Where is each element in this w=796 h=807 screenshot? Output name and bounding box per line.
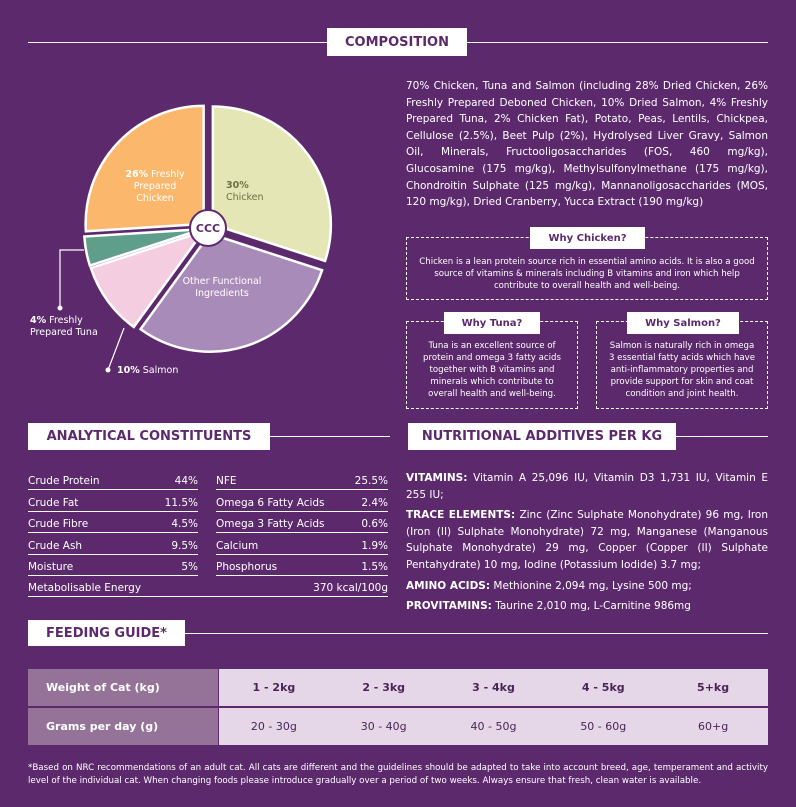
why-title: Why Salmon? — [627, 312, 739, 334]
constituent-value: 9.5% — [171, 539, 198, 552]
constituent-value: 5% — [181, 561, 198, 573]
constituent-name: Moisture — [28, 561, 74, 573]
why-title: Why Chicken? — [530, 227, 645, 249]
slice-percent: 30% — [226, 180, 249, 191]
constituent-name: Crude Ash — [28, 539, 83, 552]
slice-percent: 4% — [30, 315, 47, 326]
constituent-name: Omega 3 Fatty Acids — [216, 518, 325, 530]
constituent-row: Calcium 1.9% — [216, 534, 388, 555]
slice-name: Chicken — [226, 192, 264, 203]
constituent-value: 25.5% — [354, 475, 388, 487]
constituent-value: 370 kcal/100g — [313, 582, 388, 594]
additive-label: AMINO ACIDS: — [406, 579, 491, 592]
additive-label: VITAMINS: — [406, 472, 468, 484]
section-heading: ANALYTICAL CONSTITUENTS — [28, 423, 270, 450]
additive-text: Taurine 2,010 mg, L-Carnitine 986mg — [495, 600, 691, 613]
additives-list: VITAMINS: Vitamin A 25,096 IU, Vitamin D… — [406, 470, 768, 619]
pie-chart: CCC — [57, 104, 333, 373]
constituent-row: Moisture 5% — [28, 555, 198, 576]
constituent-row: Metabolisable Energy 370 kcal/100g — [28, 576, 388, 597]
constituent-value: 4.5% — [171, 518, 198, 530]
slice-name: Freshly Prepared Chicken — [133, 169, 185, 204]
slice-label: 10% Salmon — [117, 365, 207, 377]
pie-center — [189, 209, 227, 247]
constituent-value: 2.4% — [361, 496, 388, 509]
additive-item: AMINO ACIDS: Methionine 2,094 mg, Lysine… — [406, 578, 768, 595]
slice-label: Other Functional Ingredients — [182, 276, 262, 300]
table-cell: 40 - 50g — [438, 708, 549, 745]
constituent-name: Phosphorus — [216, 561, 278, 573]
constituent-name: Calcium — [216, 539, 259, 552]
why-box: Tuna is an excellent source of protein a… — [406, 321, 578, 409]
why-title: Why Tuna? — [444, 312, 540, 334]
constituent-row: Crude Fat 11.5% — [28, 491, 198, 512]
table-cell: 5+kg — [658, 669, 768, 706]
section-heading: NUTRITIONAL ADDITIVES PER KG — [408, 423, 676, 450]
additive-text: Vitamin A 25,096 IU, Vitamin D3 1,731 IU… — [406, 472, 769, 501]
constituent-value: 44% — [174, 475, 198, 487]
pie-slice — [211, 105, 333, 263]
additive-item: TRACE ELEMENTS: Zinc (Zinc Sulphate Mono… — [406, 507, 768, 573]
slice-label: 4% Freshly Prepared Tuna — [30, 315, 110, 339]
rule — [28, 633, 768, 634]
table-cell: 60+g — [658, 708, 768, 745]
footnote: *Based on NRC recommendations of an adul… — [28, 763, 768, 786]
leader-dot — [57, 305, 63, 311]
constituent-row: Crude Ash 9.5% — [28, 534, 198, 555]
additive-label: PROVITAMINS: — [406, 600, 492, 613]
additive-label: TRACE ELEMENTS: — [406, 509, 516, 522]
constituent-row: NFE 25.5% — [216, 469, 388, 490]
table-cell: 30 - 40g — [328, 708, 439, 745]
leader-line — [107, 327, 125, 371]
constituent-name: NFE — [216, 475, 237, 487]
constituent-value: 0.6% — [361, 518, 388, 530]
constituent-value: 11.5% — [164, 496, 198, 509]
slice-percent: 10% — [117, 365, 140, 376]
constituent-name: Omega 6 Fatty Acids — [216, 496, 325, 509]
constituent-row: Phosphorus 1.5% — [216, 555, 388, 576]
table-cell: 20 - 30g — [219, 708, 329, 745]
additive-item: PROVITAMINS: Taurine 2,010 mg, L-Carniti… — [406, 598, 768, 615]
table-cell: 1 - 2kg — [219, 669, 329, 706]
additive-text: Zinc (Zinc Sulphate Monohydrate) 96 mg, … — [406, 509, 769, 571]
composition-text: 70% Chicken, Tuna and Salmon (including … — [406, 80, 768, 209]
constituent-row: Omega 6 Fatty Acids 2.4% — [216, 491, 388, 512]
pie-slice — [84, 104, 205, 233]
constituent-name: Crude Fibre — [28, 518, 89, 530]
leader-line — [59, 249, 84, 308]
table-cell: 4 - 5kg — [548, 669, 659, 706]
leader-dot — [105, 367, 111, 373]
table-cell: Weight of Cat (kg) — [28, 669, 218, 706]
slice-percent: 26% — [125, 169, 149, 180]
table-cell: 3 - 4kg — [438, 669, 549, 706]
pie-slice — [83, 227, 203, 268]
table-cell: 50 - 60g — [548, 708, 659, 745]
constituent-row: Omega 3 Fatty Acids 0.6% — [216, 512, 388, 533]
pie-slice — [89, 229, 207, 329]
slice-label: 26% Freshly Prepared Chicken — [118, 169, 192, 205]
constituent-value: 1.9% — [361, 539, 388, 552]
why-box: Salmon is naturally rich in omega 3 esse… — [596, 321, 768, 409]
additive-item: VITAMINS: Vitamin A 25,096 IU, Vitamin D… — [406, 470, 768, 503]
constituent-row: Crude Fibre 4.5% — [28, 512, 198, 533]
pie-slice — [138, 232, 324, 353]
slice-name: Salmon — [142, 365, 179, 376]
slice-name: Freshly Prepared Tuna — [30, 315, 98, 338]
constituent-name: Metabolisable Energy — [28, 582, 142, 594]
pie-center-label: CCC — [196, 222, 220, 235]
constituent-name: Crude Protein — [28, 475, 100, 487]
constituent-name: Crude Fat — [28, 496, 79, 509]
constituent-row: Crude Protein 44% — [28, 469, 198, 490]
section-heading: FEEDING GUIDE* — [28, 620, 185, 646]
slice-name: Other Functional Ingredients — [182, 276, 262, 299]
section-heading: COMPOSITION — [327, 28, 467, 56]
table-cell: Grams per day (g) — [28, 708, 218, 745]
constituent-value: 1.5% — [361, 561, 388, 573]
additive-text: Methionine 2,094 mg, Lysine 500 mg; — [493, 579, 692, 592]
slice-label: 30% Chicken — [226, 180, 296, 204]
table-cell: 2 - 3kg — [328, 669, 439, 706]
